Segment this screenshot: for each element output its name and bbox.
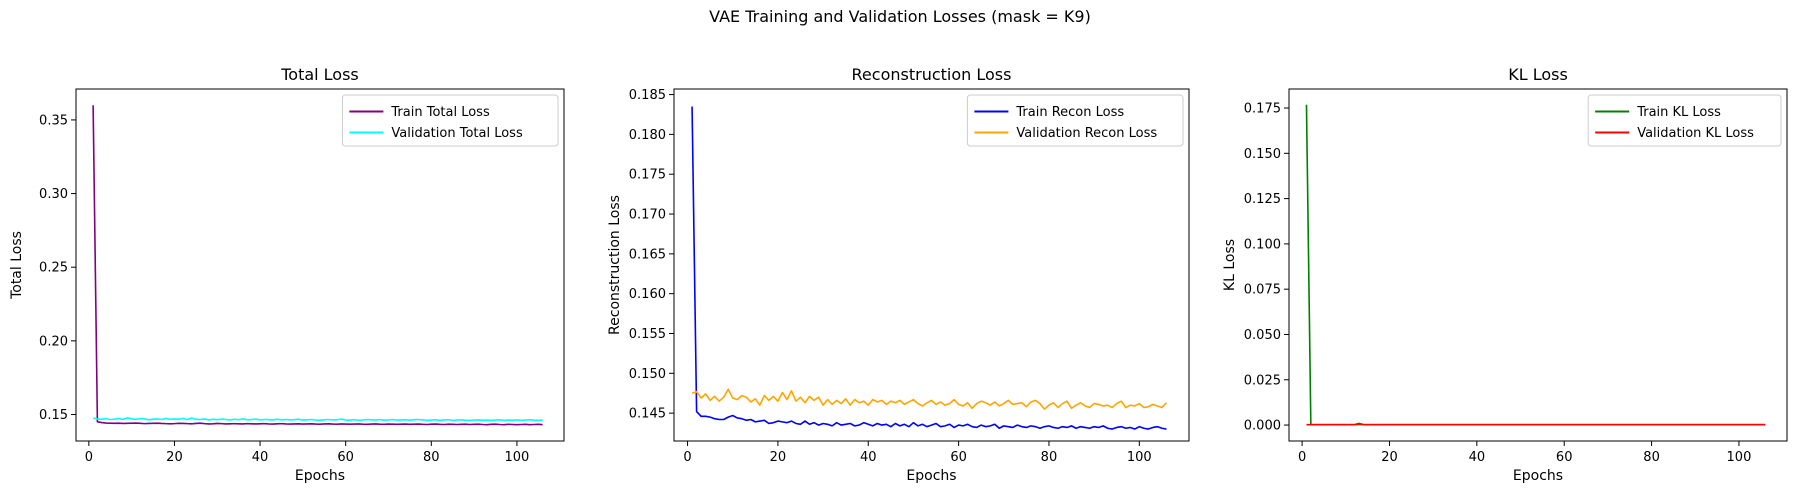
series-lines [92, 105, 543, 426]
y-tick-label: 0.155 [629, 327, 666, 342]
chart-title: KL Loss [1508, 65, 1568, 84]
legend-label: Validation Total Loss [391, 126, 523, 141]
y-tick-label: 0.075 [1244, 283, 1281, 298]
y-tick-label: 0.125 [1244, 192, 1281, 207]
y-tick-label: 0.25 [39, 261, 68, 276]
legend-box [1587, 94, 1782, 147]
chart-panel-2: 0 20 40 60 80 100 0.145 0.150 0.155 0.160 0.165 0.1… [607, 65, 1190, 484]
x-tick-label: 80 [423, 450, 440, 465]
x-axis-label: Epochs [1513, 468, 1563, 484]
x-tick-label: 0 [1298, 450, 1306, 465]
chart-panel-3: 0 20 40 60 80 100 0.000 0.025 0.050 0.075 0.100 0.1… [1222, 65, 1788, 484]
legend-box [341, 94, 559, 147]
legend: Train Recon Loss Validation Recon Loss [966, 94, 1184, 147]
y-axis-label: KL Loss [1222, 239, 1238, 291]
x-tick-label: 80 [1041, 450, 1058, 465]
y-tick-label: 0.150 [1244, 147, 1281, 162]
y-axis-label: Total Loss [9, 231, 25, 300]
x-tick-label: 60 [950, 450, 967, 465]
y-tick-label: 0.175 [1244, 102, 1281, 117]
chart-panel-1: 0 20 40 60 80 100 0.15 0.20 0.25 0.30 0.35 Total Lo… [9, 65, 565, 484]
y-tick-label: 0.175 [629, 168, 666, 183]
series-line-2 [92, 416, 543, 422]
y-tick-label: 0.15 [39, 408, 68, 423]
legend: Train KL Loss Validation KL Loss [1587, 94, 1782, 147]
y-tick-label: 0.000 [1244, 419, 1281, 434]
x-tick-label: 0 [85, 450, 93, 465]
y-tick-label: 0.150 [629, 367, 666, 382]
x-tick-label: 60 [1556, 450, 1573, 465]
y-tick-label: 0.180 [629, 128, 666, 143]
chart-title: Total Loss [280, 65, 359, 84]
series-lines [1305, 104, 1766, 426]
legend-label: Train KL Loss [1636, 105, 1721, 120]
y-tick-label: 0.35 [39, 113, 68, 128]
panels: 0 20 40 60 80 100 0.15 0.20 0.25 0.30 0.35 Total Lo… [9, 65, 1788, 484]
y-tick-label: 0.185 [629, 88, 666, 103]
y-tick-label: 0.145 [629, 407, 666, 422]
plot-frame [1288, 88, 1788, 442]
figure-suptitle: VAE Training and Validation Losses (mask… [709, 7, 1091, 26]
x-tick-label: 40 [1469, 450, 1486, 465]
series-line-2 [1306, 422, 1766, 426]
series-lines [691, 106, 1167, 430]
y-tick-label: 0.025 [1244, 373, 1281, 388]
y-axis-label: Reconstruction Loss [607, 195, 623, 335]
x-tick-label: 20 [166, 450, 183, 465]
legend-label: Train Recon Loss [1015, 105, 1124, 120]
chart-title: Reconstruction Loss [852, 65, 1012, 84]
x-tick-label: 40 [860, 450, 877, 465]
series-line-1 [691, 106, 1167, 430]
y-tick-label: 0.160 [629, 287, 666, 302]
x-tick-label: 100 [504, 450, 529, 465]
plot-frame [75, 88, 565, 442]
x-tick-label: 0 [683, 450, 691, 465]
series-line-1 [1305, 104, 1766, 426]
legend: Train Total Loss Validation Total Loss [341, 94, 559, 147]
legend-label: Validation KL Loss [1637, 126, 1754, 141]
x-tick-label: 100 [1127, 450, 1152, 465]
y-tick-label: 0.165 [629, 247, 666, 262]
series-line-2 [691, 388, 1167, 410]
y-tick-label: 0.050 [1244, 328, 1281, 343]
x-tick-label: 100 [1727, 450, 1752, 465]
x-tick-label: 60 [337, 450, 354, 465]
legend-label: Train Total Loss [390, 105, 490, 120]
x-tick-label: 80 [1643, 450, 1660, 465]
x-axis-label: Epochs [295, 468, 345, 484]
legend-box [966, 94, 1184, 147]
y-tick-label: 0.170 [629, 208, 666, 223]
y-tick-label: 0.30 [39, 187, 68, 202]
x-tick-label: 40 [252, 450, 269, 465]
y-tick-label: 0.20 [39, 334, 68, 349]
y-tick-label: 0.100 [1244, 237, 1281, 252]
series-line-1 [92, 105, 543, 426]
plot-frame [673, 88, 1190, 442]
x-tick-label: 20 [1381, 450, 1398, 465]
legend-label: Validation Recon Loss [1016, 126, 1157, 141]
x-tick-label: 20 [770, 450, 787, 465]
x-axis-label: Epochs [906, 468, 956, 484]
